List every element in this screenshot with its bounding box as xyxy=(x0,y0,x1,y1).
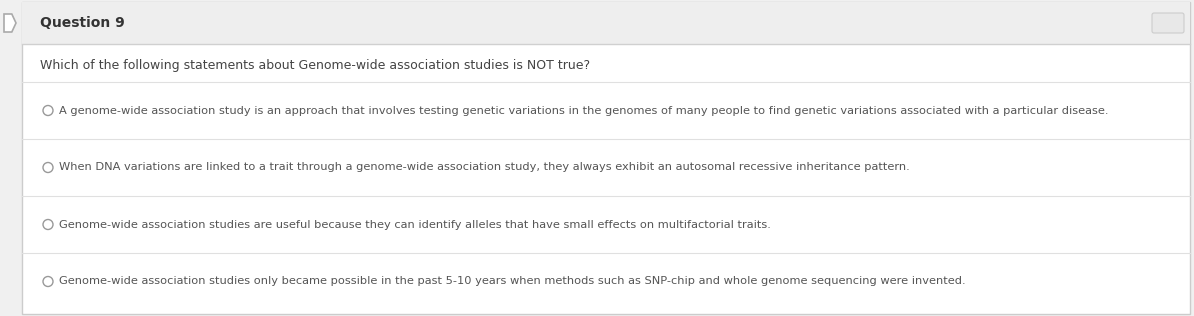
Circle shape xyxy=(43,276,53,287)
Text: A genome-wide association study is an approach that involves testing genetic var: A genome-wide association study is an ap… xyxy=(59,106,1108,116)
Text: Genome-wide association studies only became possible in the past 5-10 years when: Genome-wide association studies only bec… xyxy=(59,276,966,287)
Text: Genome-wide association studies are useful because they can identify alleles tha: Genome-wide association studies are usef… xyxy=(59,220,771,229)
Text: When DNA variations are linked to a trait through a genome-wide association stud: When DNA variations are linked to a trai… xyxy=(59,162,910,173)
FancyBboxPatch shape xyxy=(21,2,1190,314)
Circle shape xyxy=(43,162,53,173)
Circle shape xyxy=(43,220,53,229)
FancyBboxPatch shape xyxy=(21,2,1190,44)
Text: Which of the following statements about Genome-wide association studies is NOT t: Which of the following statements about … xyxy=(41,59,590,72)
FancyBboxPatch shape xyxy=(1152,13,1184,33)
Circle shape xyxy=(43,106,53,116)
Text: Question 9: Question 9 xyxy=(41,16,124,30)
Polygon shape xyxy=(4,14,16,32)
